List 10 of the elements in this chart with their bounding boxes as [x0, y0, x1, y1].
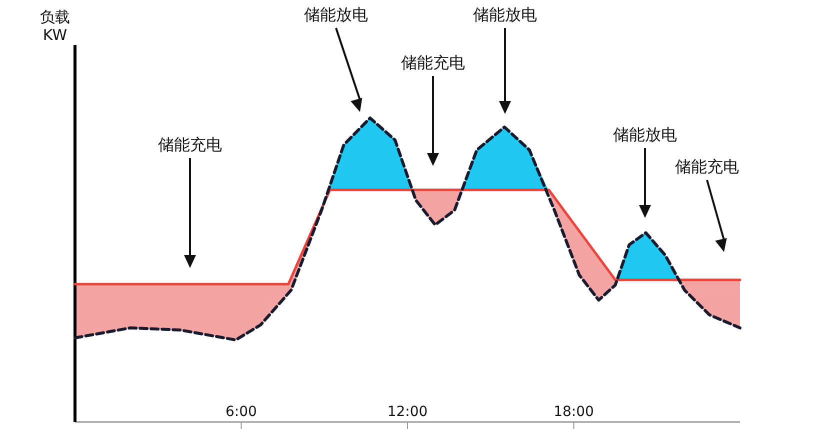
annotation: 储能放电 — [613, 125, 677, 144]
x-tick-label: 6:00 — [226, 404, 257, 420]
text: 储能放电 — [304, 5, 368, 24]
y-axis-title: 负载 KW — [40, 8, 70, 44]
annotation: 储能充电 — [675, 157, 739, 176]
annotation: 储能充电 — [158, 135, 222, 154]
x-tick-label: 18:00 — [554, 404, 594, 420]
text: 储能充电 — [401, 53, 465, 72]
text: 储能放电 — [473, 5, 537, 24]
x-tick-label: 12:00 — [387, 404, 428, 420]
